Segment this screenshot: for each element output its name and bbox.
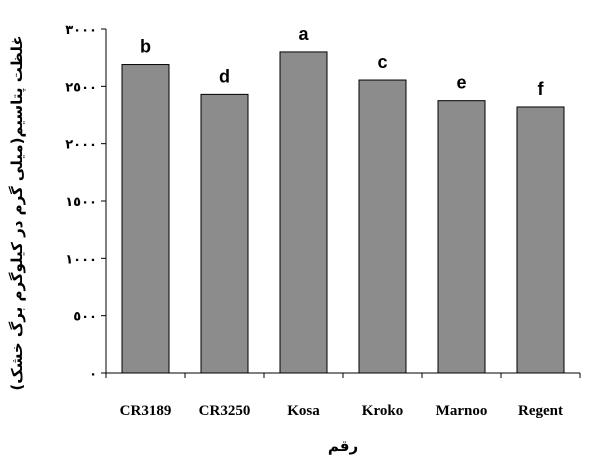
bar bbox=[121, 64, 170, 374]
significance-labels: b d a c e f bbox=[140, 24, 545, 99]
bar bbox=[437, 100, 486, 374]
y-tick-label: ٠ bbox=[89, 367, 97, 382]
y-tick-label: ٥٠٠ bbox=[73, 310, 97, 325]
y-axis-title: غلظت پتاسیم(میلی گرم در کیلوگرم برگ خشک) bbox=[8, 35, 27, 390]
y-ticks: ٠ ٥٠٠ ١٠٠٠ ١٥٠٠ ٢٠٠٠ ٢٥٠٠ ٣٠٠٠ bbox=[65, 23, 106, 382]
bars-layer bbox=[121, 51, 565, 374]
y-tick-label: ٢٥٠٠ bbox=[65, 80, 97, 95]
bar bbox=[516, 106, 565, 374]
significance-letter: a bbox=[298, 24, 309, 44]
y-tick-label: ٣٠٠٠ bbox=[65, 23, 97, 38]
significance-letter: e bbox=[456, 73, 466, 93]
category-label: CR3250 bbox=[199, 403, 251, 419]
category-label: Kosa bbox=[287, 403, 320, 419]
category-label: CR3189 bbox=[120, 403, 172, 419]
bar bbox=[200, 93, 249, 374]
bar bbox=[279, 51, 328, 374]
category-labels: CR3189 CR3250 Kosa Kroko Marnoo Regent bbox=[120, 403, 563, 419]
significance-letter: b bbox=[140, 37, 151, 57]
axes-layer bbox=[105, 29, 580, 374]
x-ticks bbox=[105, 373, 581, 378]
bar bbox=[358, 79, 407, 374]
y-tick-label: ٢٠٠٠ bbox=[65, 138, 97, 153]
category-label: Kroko bbox=[362, 403, 403, 419]
significance-letter: f bbox=[538, 79, 545, 99]
x-axis-title: رقم bbox=[328, 437, 358, 455]
y-tick-label: ١٠٠٠ bbox=[65, 252, 97, 267]
category-label: Marnoo bbox=[436, 403, 488, 419]
y-tick-label: ١٥٠٠ bbox=[65, 195, 97, 210]
significance-letter: c bbox=[377, 52, 387, 72]
category-label: Regent bbox=[518, 403, 563, 419]
significance-letter: d bbox=[219, 66, 230, 86]
